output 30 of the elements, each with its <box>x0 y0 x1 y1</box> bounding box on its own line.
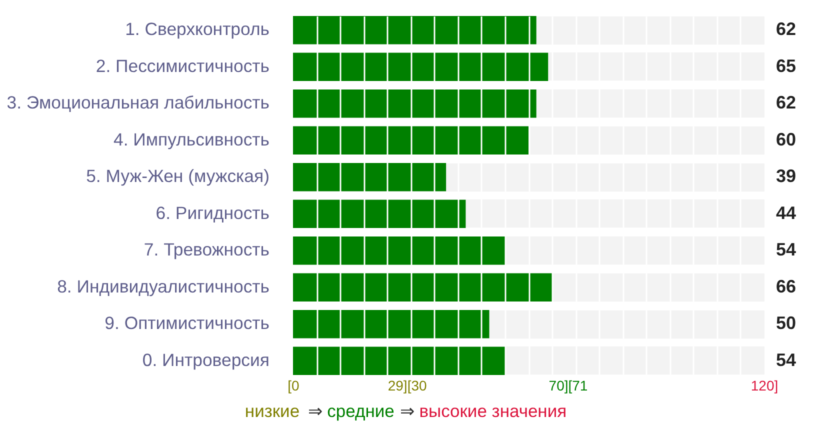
y-tick-label: 8. Индивидуалистичность <box>57 276 270 296</box>
data-label: 50 <box>776 313 796 334</box>
y-tick-label: 7. Тревожность <box>144 240 270 260</box>
x-tick-label: 29][30 <box>388 378 427 394</box>
text: ⇒ <box>400 401 416 421</box>
x-tick-label: 120] <box>750 378 778 394</box>
text: высокие значения <box>419 401 567 421</box>
y-tick-label: 9. Оптимистичность <box>104 313 270 334</box>
text: средние <box>327 401 394 421</box>
y-tick-label: 6. Ригидность <box>156 202 270 223</box>
data-label: 60 <box>776 129 796 150</box>
data-label: 62 <box>776 92 796 113</box>
y-tick-label: 4. Импульсивность <box>114 129 270 150</box>
data-label: 54 <box>776 350 796 370</box>
y-tick-label: 5. Муж-Жен (мужская) <box>86 166 270 186</box>
y-tick-label: 3. Эмоциональная лабильность <box>6 92 270 113</box>
y-tick-label: 1. Сверхконтроль <box>125 19 270 40</box>
data-label: 54 <box>776 240 796 260</box>
data-label: 39 <box>776 166 796 186</box>
data-label: 66 <box>776 276 796 296</box>
y-tick-label: 2. Пессимистичность <box>96 56 270 76</box>
x-tick-label: [0 <box>288 378 300 394</box>
data-label: 65 <box>776 56 796 76</box>
text: низкие <box>244 401 300 421</box>
text: ⇒ <box>308 401 324 421</box>
data-label: 62 <box>776 19 796 40</box>
data-label: 44 <box>776 202 796 223</box>
x-tick-label: 70][71 <box>548 378 588 394</box>
y-tick-label: 0. Интроверсия <box>142 350 270 370</box>
bar <box>293 162 446 192</box>
